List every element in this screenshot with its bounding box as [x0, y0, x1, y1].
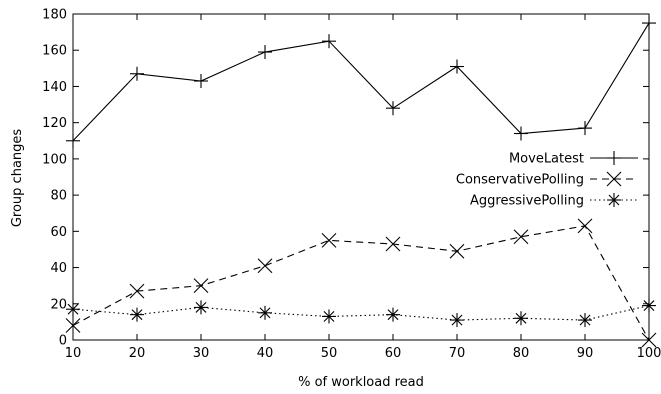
y-tick-label: 80 [50, 189, 67, 204]
series-2-point [322, 309, 336, 324]
series-2-point [514, 311, 528, 326]
y-tick-label: 20 [50, 297, 67, 312]
series-2-point [258, 305, 272, 320]
x-tick-label: 30 [193, 346, 210, 361]
series-0-point [386, 101, 400, 116]
series-2-point [450, 313, 464, 328]
series-1-point [641, 332, 657, 348]
series-line-1 [72, 225, 650, 341]
series-1-point [449, 243, 465, 259]
series-0-point [258, 45, 272, 60]
series-0-point [450, 59, 464, 74]
y-tick-label: 60 [50, 225, 67, 240]
x-tick-label: 100 [637, 346, 661, 361]
series-0-point [514, 126, 528, 141]
y-tick-label: 180 [42, 8, 67, 23]
series-1-point [257, 258, 273, 274]
legend-marker [607, 193, 621, 207]
legend-marker [606, 171, 622, 187]
x-axis-label: % of workload read [298, 375, 424, 390]
legend-label: ConservativePolling [456, 173, 584, 188]
series-2-point [66, 302, 80, 317]
series-0-point [194, 74, 208, 89]
x-tick-label: 60 [385, 346, 402, 361]
series-1-point [513, 229, 529, 245]
series-2-point [386, 307, 400, 322]
y-tick-label: 100 [42, 152, 67, 167]
x-tick-label: 20 [129, 346, 146, 361]
series-1-point [577, 218, 593, 234]
y-tick-label: 140 [42, 80, 67, 95]
series-2-point [194, 300, 208, 315]
y-tick-label: 120 [42, 116, 67, 131]
series-2-point [130, 307, 144, 322]
series-1-point [65, 318, 81, 333]
series-line-0 [72, 22, 650, 142]
legend-label: MoveLatest [509, 152, 584, 167]
series-2-point [642, 298, 656, 313]
legend-marker [607, 151, 621, 165]
y-tick-label: 160 [42, 44, 67, 59]
series-1-point [385, 236, 401, 252]
x-tick-label: 70 [449, 346, 466, 361]
y-axis-label: Group changes [10, 129, 25, 228]
series-1-point [129, 283, 145, 299]
plot-area: 0 20 40 60 80 100 120 140 160 180 10 20 30 40 50 60 70 80… [42, 8, 661, 362]
series-line-2 [72, 305, 650, 321]
x-tick-label: 10 [65, 346, 82, 361]
series-0-point [322, 34, 336, 49]
x-tick-label: 50 [321, 346, 338, 361]
x-tick-label: 80 [513, 346, 530, 361]
series-1-point [193, 278, 209, 294]
y-tick-label: 0 [59, 334, 67, 349]
series-2-point [578, 313, 592, 328]
series-0-point [130, 66, 144, 81]
legend-label: AggressivePolling [470, 194, 584, 209]
series-0-point [578, 121, 592, 136]
plot-frame [72, 13, 650, 341]
y-tick-label: 40 [50, 261, 67, 276]
series-0-point [66, 133, 80, 148]
x-tick-label: 90 [577, 346, 594, 361]
series-0-point [642, 16, 656, 31]
x-tick-label: 40 [257, 346, 274, 361]
series-1-point [321, 232, 337, 248]
